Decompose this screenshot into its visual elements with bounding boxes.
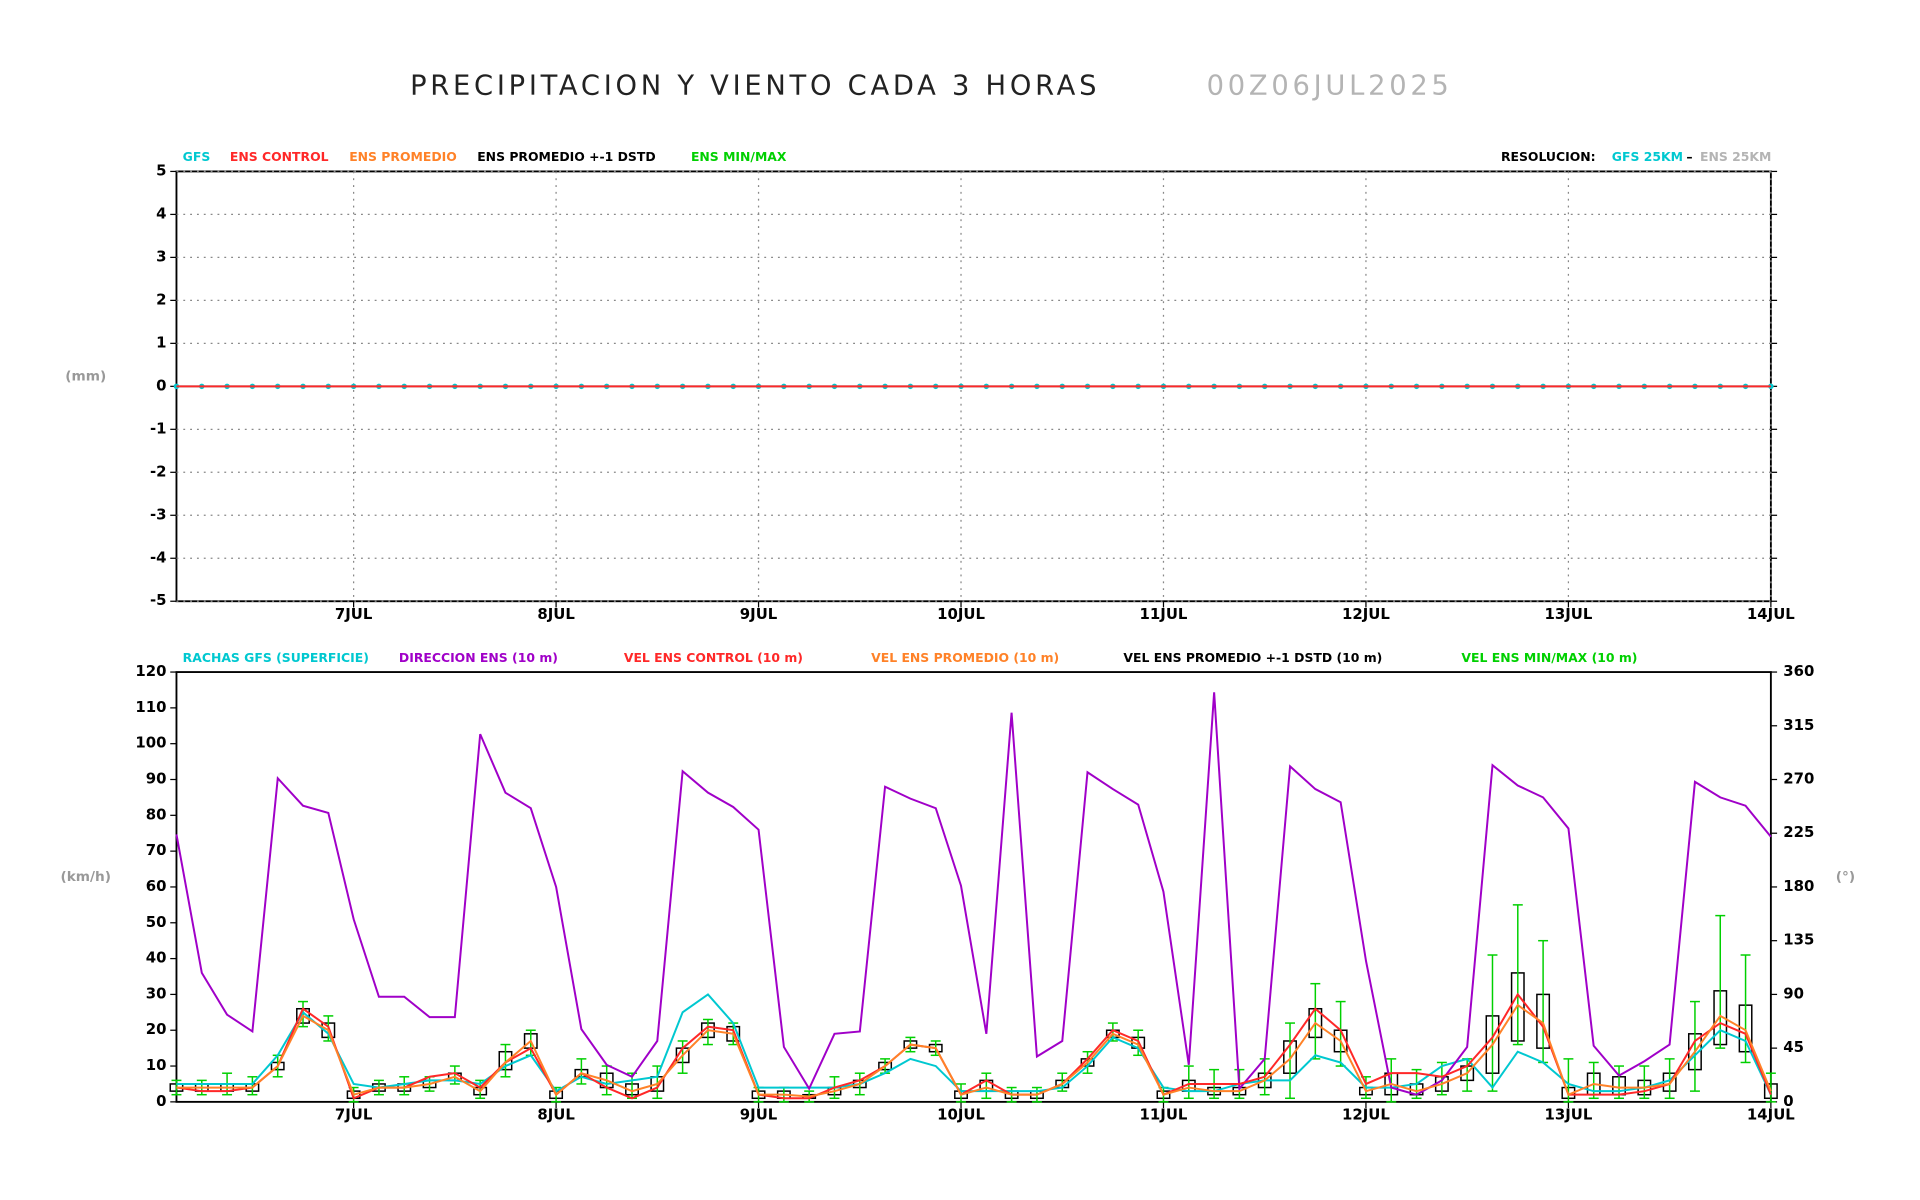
y-tick-label: 0 bbox=[156, 1092, 166, 1110]
y-tick-label: 60 bbox=[146, 877, 167, 895]
legend-entry: ENS MIN/MAX bbox=[691, 149, 787, 164]
x-tick-label: 11JUL bbox=[1140, 1106, 1188, 1124]
x-tick-label: 8JUL bbox=[537, 1106, 575, 1124]
legend-entry: VEL ENS CONTROL (10 m) bbox=[624, 650, 803, 665]
plot-frame bbox=[175, 671, 1772, 1103]
y-tick-label: 1 bbox=[156, 333, 166, 351]
legend-entry: VEL ENS PROMEDIO +-1 DSTD (10 m) bbox=[1123, 650, 1382, 665]
resolution-separator: – bbox=[1686, 149, 1692, 164]
x-tick-label: 14JUL bbox=[1747, 1106, 1795, 1124]
x-tick-label: 11JUL bbox=[1140, 605, 1188, 623]
y2-tick-label: 225 bbox=[1783, 823, 1814, 841]
series-line bbox=[176, 992, 1772, 1100]
x-tick-label: 7JUL bbox=[335, 605, 373, 623]
x-tick-label: 13JUL bbox=[1544, 1106, 1592, 1124]
legend-entry: VEL ENS PROMEDIO (10 m) bbox=[871, 650, 1059, 665]
series-line bbox=[175, 692, 1772, 1096]
legend-entry: VEL ENS MIN/MAX (10 m) bbox=[1461, 650, 1637, 665]
series-line bbox=[176, 1003, 1772, 1098]
y-tick-label: 10 bbox=[146, 1056, 167, 1074]
y-tick-label: 110 bbox=[135, 698, 166, 716]
series-marker bbox=[1768, 383, 1774, 390]
y-tick-label: 40 bbox=[146, 949, 167, 967]
y-tick-label: 4 bbox=[156, 204, 166, 222]
x-tick-label: 13JUL bbox=[1544, 605, 1592, 623]
legend-entry: DIRECCION ENS (10 m) bbox=[399, 650, 558, 665]
resolution-label: RESOLUCION: bbox=[1501, 149, 1596, 164]
y-axis-label: (km/h) bbox=[60, 869, 111, 885]
y-tick-label: 0 bbox=[156, 376, 166, 394]
y-tick-label: 3 bbox=[156, 247, 166, 265]
y2-tick-label: 45 bbox=[1783, 1038, 1804, 1056]
y-tick-label: 80 bbox=[146, 805, 167, 823]
series-line bbox=[176, 993, 1772, 1096]
y2-tick-label: 180 bbox=[1783, 877, 1814, 895]
resolution-gfs: GFS 25KM bbox=[1612, 149, 1683, 164]
y-tick-label: 20 bbox=[146, 1020, 167, 1038]
legend-entry: ENS PROMEDIO +-1 DSTD bbox=[477, 149, 655, 164]
y-tick-label: 50 bbox=[146, 913, 167, 931]
chart-title: PRECIPITACION Y VIENTO CADA 3 HORAS bbox=[410, 70, 1100, 101]
y2-tick-label: 90 bbox=[1783, 984, 1804, 1002]
legend-entry: ENS PROMEDIO bbox=[349, 149, 457, 164]
resolution-ens: ENS 25KM bbox=[1700, 149, 1771, 164]
x-tick-label: 10JUL bbox=[937, 605, 985, 623]
y-tick-label: -1 bbox=[150, 419, 167, 437]
x-tick-label: 8JUL bbox=[537, 605, 575, 623]
y-tick-label: -3 bbox=[150, 505, 167, 523]
y2-tick-label: 270 bbox=[1783, 770, 1814, 788]
y-tick-label: 30 bbox=[146, 984, 167, 1002]
legend-entry: RACHAS GFS (SUPERFICIE) bbox=[183, 650, 369, 665]
y-axis-label: (mm) bbox=[65, 368, 106, 384]
x-tick-label: 10JUL bbox=[937, 1106, 985, 1124]
y-tick-label: 5 bbox=[156, 161, 166, 179]
x-tick-label: 14JUL bbox=[1747, 605, 1795, 623]
y2-tick-label: 360 bbox=[1783, 662, 1814, 680]
x-tick-label: 7JUL bbox=[335, 1106, 373, 1124]
y-tick-label: -4 bbox=[150, 548, 167, 566]
chart-subtitle: 00Z06JUL2025 bbox=[1207, 70, 1453, 101]
y-tick-label: 90 bbox=[146, 770, 167, 788]
y2-tick-label: 315 bbox=[1783, 716, 1814, 734]
y-tick-label: 70 bbox=[146, 841, 167, 859]
y-tick-label: -5 bbox=[150, 591, 167, 609]
x-tick-label: 12JUL bbox=[1342, 605, 1390, 623]
y2-tick-label: 0 bbox=[1783, 1092, 1793, 1110]
y-tick-label: 2 bbox=[156, 290, 166, 308]
y-tick-label: 120 bbox=[135, 662, 166, 680]
x-tick-label: 12JUL bbox=[1342, 1106, 1390, 1124]
legend-entry: GFS bbox=[183, 149, 211, 164]
x-tick-label: 9JUL bbox=[740, 1106, 778, 1124]
y-tick-label: 100 bbox=[135, 734, 166, 752]
y2-tick-label: 135 bbox=[1783, 931, 1814, 949]
y2-axis-label: (°) bbox=[1836, 869, 1855, 885]
legend-entry: ENS CONTROL bbox=[230, 149, 329, 164]
y-tick-label: -2 bbox=[150, 462, 167, 480]
x-tick-label: 9JUL bbox=[740, 605, 778, 623]
